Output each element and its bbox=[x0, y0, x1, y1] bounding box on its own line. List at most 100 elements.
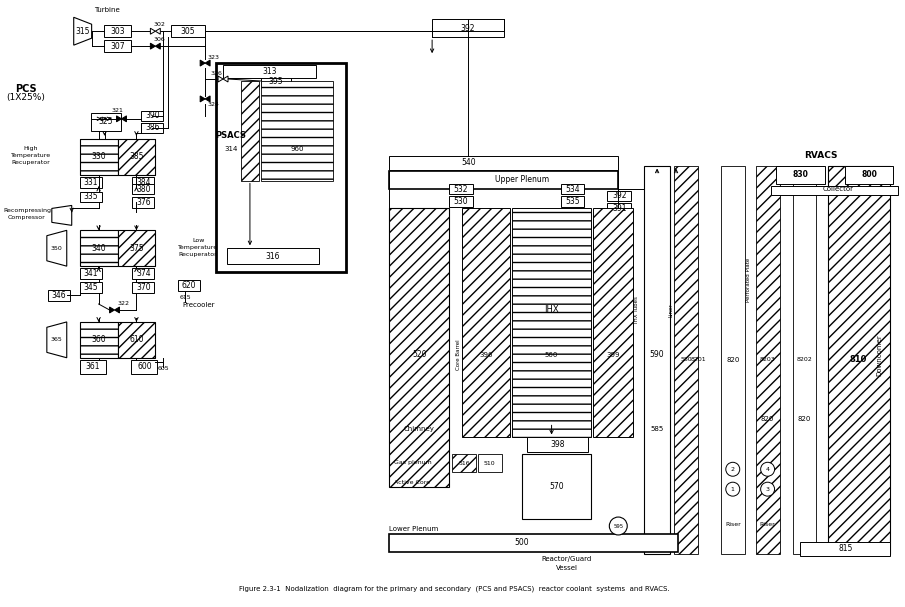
Text: 2: 2 bbox=[730, 467, 735, 472]
Bar bbox=[607, 203, 631, 214]
Bar bbox=[118, 322, 156, 358]
Bar bbox=[80, 177, 101, 188]
Bar bbox=[80, 191, 101, 203]
Bar bbox=[261, 76, 291, 88]
Bar bbox=[389, 208, 449, 487]
Text: Chimney: Chimney bbox=[404, 427, 434, 432]
Bar bbox=[171, 25, 205, 37]
Text: 330: 330 bbox=[91, 152, 106, 161]
Bar bbox=[644, 166, 670, 554]
Text: 305: 305 bbox=[181, 27, 195, 36]
Text: 560: 560 bbox=[545, 352, 558, 358]
Bar bbox=[118, 139, 156, 175]
Text: IHX Tubes: IHX Tubes bbox=[634, 297, 639, 324]
Bar bbox=[178, 280, 200, 291]
Text: 605: 605 bbox=[157, 366, 169, 371]
Bar bbox=[389, 155, 618, 169]
Text: 341: 341 bbox=[83, 269, 98, 278]
Bar bbox=[432, 19, 504, 37]
Bar bbox=[720, 166, 745, 554]
Text: 307: 307 bbox=[110, 42, 125, 50]
Text: 322: 322 bbox=[118, 302, 129, 307]
Bar bbox=[90, 113, 120, 131]
Text: 3: 3 bbox=[766, 487, 769, 492]
Polygon shape bbox=[156, 29, 160, 34]
Polygon shape bbox=[47, 322, 67, 358]
Bar bbox=[80, 322, 118, 358]
Text: 340: 340 bbox=[91, 244, 106, 253]
Polygon shape bbox=[205, 60, 210, 66]
Text: 350: 350 bbox=[51, 246, 62, 251]
Text: 315: 315 bbox=[75, 27, 90, 36]
Text: Vessel: Vessel bbox=[556, 565, 577, 571]
Text: 800: 800 bbox=[862, 170, 877, 179]
Bar bbox=[449, 197, 473, 208]
Circle shape bbox=[609, 517, 627, 535]
Text: Temperature: Temperature bbox=[11, 153, 51, 158]
Text: 960: 960 bbox=[291, 146, 304, 152]
Text: 530: 530 bbox=[453, 197, 468, 206]
Text: 325: 325 bbox=[99, 117, 113, 126]
Bar bbox=[560, 183, 585, 194]
Text: 532: 532 bbox=[453, 185, 468, 194]
Text: Precooler: Precooler bbox=[182, 302, 214, 308]
Text: Recuperator: Recuperator bbox=[179, 252, 217, 257]
Polygon shape bbox=[121, 116, 127, 122]
Bar bbox=[141, 111, 163, 121]
Text: High: High bbox=[24, 146, 38, 151]
Text: 396: 396 bbox=[479, 352, 492, 358]
Text: RVACS: RVACS bbox=[804, 151, 837, 160]
Text: 585: 585 bbox=[651, 427, 663, 432]
Text: 8203: 8203 bbox=[759, 358, 776, 362]
Text: 810: 810 bbox=[850, 355, 867, 364]
Text: 540: 540 bbox=[462, 158, 476, 167]
Bar bbox=[80, 360, 106, 374]
Bar bbox=[241, 81, 259, 180]
Text: 570: 570 bbox=[549, 482, 564, 490]
Polygon shape bbox=[150, 29, 156, 34]
Text: Reactor/Guard: Reactor/Guard bbox=[541, 556, 592, 562]
Text: 323: 323 bbox=[207, 55, 219, 59]
Polygon shape bbox=[205, 96, 210, 102]
Text: Core Barrel: Core Barrel bbox=[456, 339, 462, 370]
Text: 384: 384 bbox=[136, 177, 150, 186]
Bar bbox=[80, 139, 118, 175]
Text: Low: Low bbox=[192, 238, 205, 243]
Bar bbox=[118, 230, 156, 266]
Text: 365: 365 bbox=[51, 337, 62, 342]
Bar bbox=[607, 191, 631, 202]
Text: Active Core: Active Core bbox=[395, 480, 431, 485]
Text: 500: 500 bbox=[514, 538, 529, 548]
Text: 516: 516 bbox=[458, 461, 470, 466]
Polygon shape bbox=[115, 307, 119, 313]
Text: 391: 391 bbox=[612, 205, 626, 214]
Text: Gas plenum: Gas plenum bbox=[395, 459, 432, 465]
Text: 331: 331 bbox=[83, 177, 98, 186]
Text: 324: 324 bbox=[207, 103, 219, 107]
Text: Riser: Riser bbox=[759, 521, 776, 526]
Text: 395: 395 bbox=[269, 78, 283, 86]
Text: 346: 346 bbox=[52, 291, 66, 300]
Text: 399: 399 bbox=[606, 352, 620, 358]
Polygon shape bbox=[150, 43, 156, 49]
Bar bbox=[103, 40, 131, 52]
Polygon shape bbox=[223, 76, 228, 82]
Polygon shape bbox=[52, 205, 71, 225]
Bar bbox=[800, 542, 890, 556]
Text: PSACS: PSACS bbox=[215, 131, 246, 140]
Polygon shape bbox=[117, 116, 121, 122]
Bar bbox=[845, 166, 893, 183]
Text: 820: 820 bbox=[798, 416, 811, 422]
Text: 620: 620 bbox=[182, 281, 196, 290]
Bar bbox=[118, 139, 156, 175]
Text: 302: 302 bbox=[153, 22, 166, 27]
Bar bbox=[770, 186, 898, 195]
Bar bbox=[132, 183, 155, 194]
Text: 535: 535 bbox=[566, 197, 580, 206]
Text: 345: 345 bbox=[83, 283, 98, 292]
Text: 314: 314 bbox=[224, 146, 238, 152]
Text: Liner: Liner bbox=[669, 303, 673, 317]
Circle shape bbox=[760, 482, 775, 496]
Text: 830: 830 bbox=[793, 170, 808, 179]
Polygon shape bbox=[47, 230, 67, 266]
